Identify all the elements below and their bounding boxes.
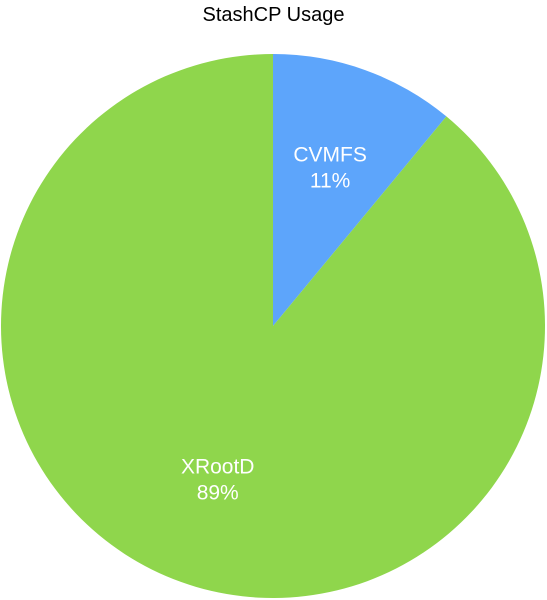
pie-slice-cvmfs bbox=[273, 54, 447, 326]
slice-percent-xrootd: 89% bbox=[197, 482, 239, 505]
slice-label-cvmfs: CVMFS bbox=[293, 143, 367, 166]
pie-slice-xrootd bbox=[0, 54, 546, 599]
chart-title: StashCP Usage bbox=[202, 4, 345, 26]
slice-percent-cvmfs: 11% bbox=[310, 169, 350, 192]
slice-label-xrootd: XRootD bbox=[181, 456, 255, 479]
